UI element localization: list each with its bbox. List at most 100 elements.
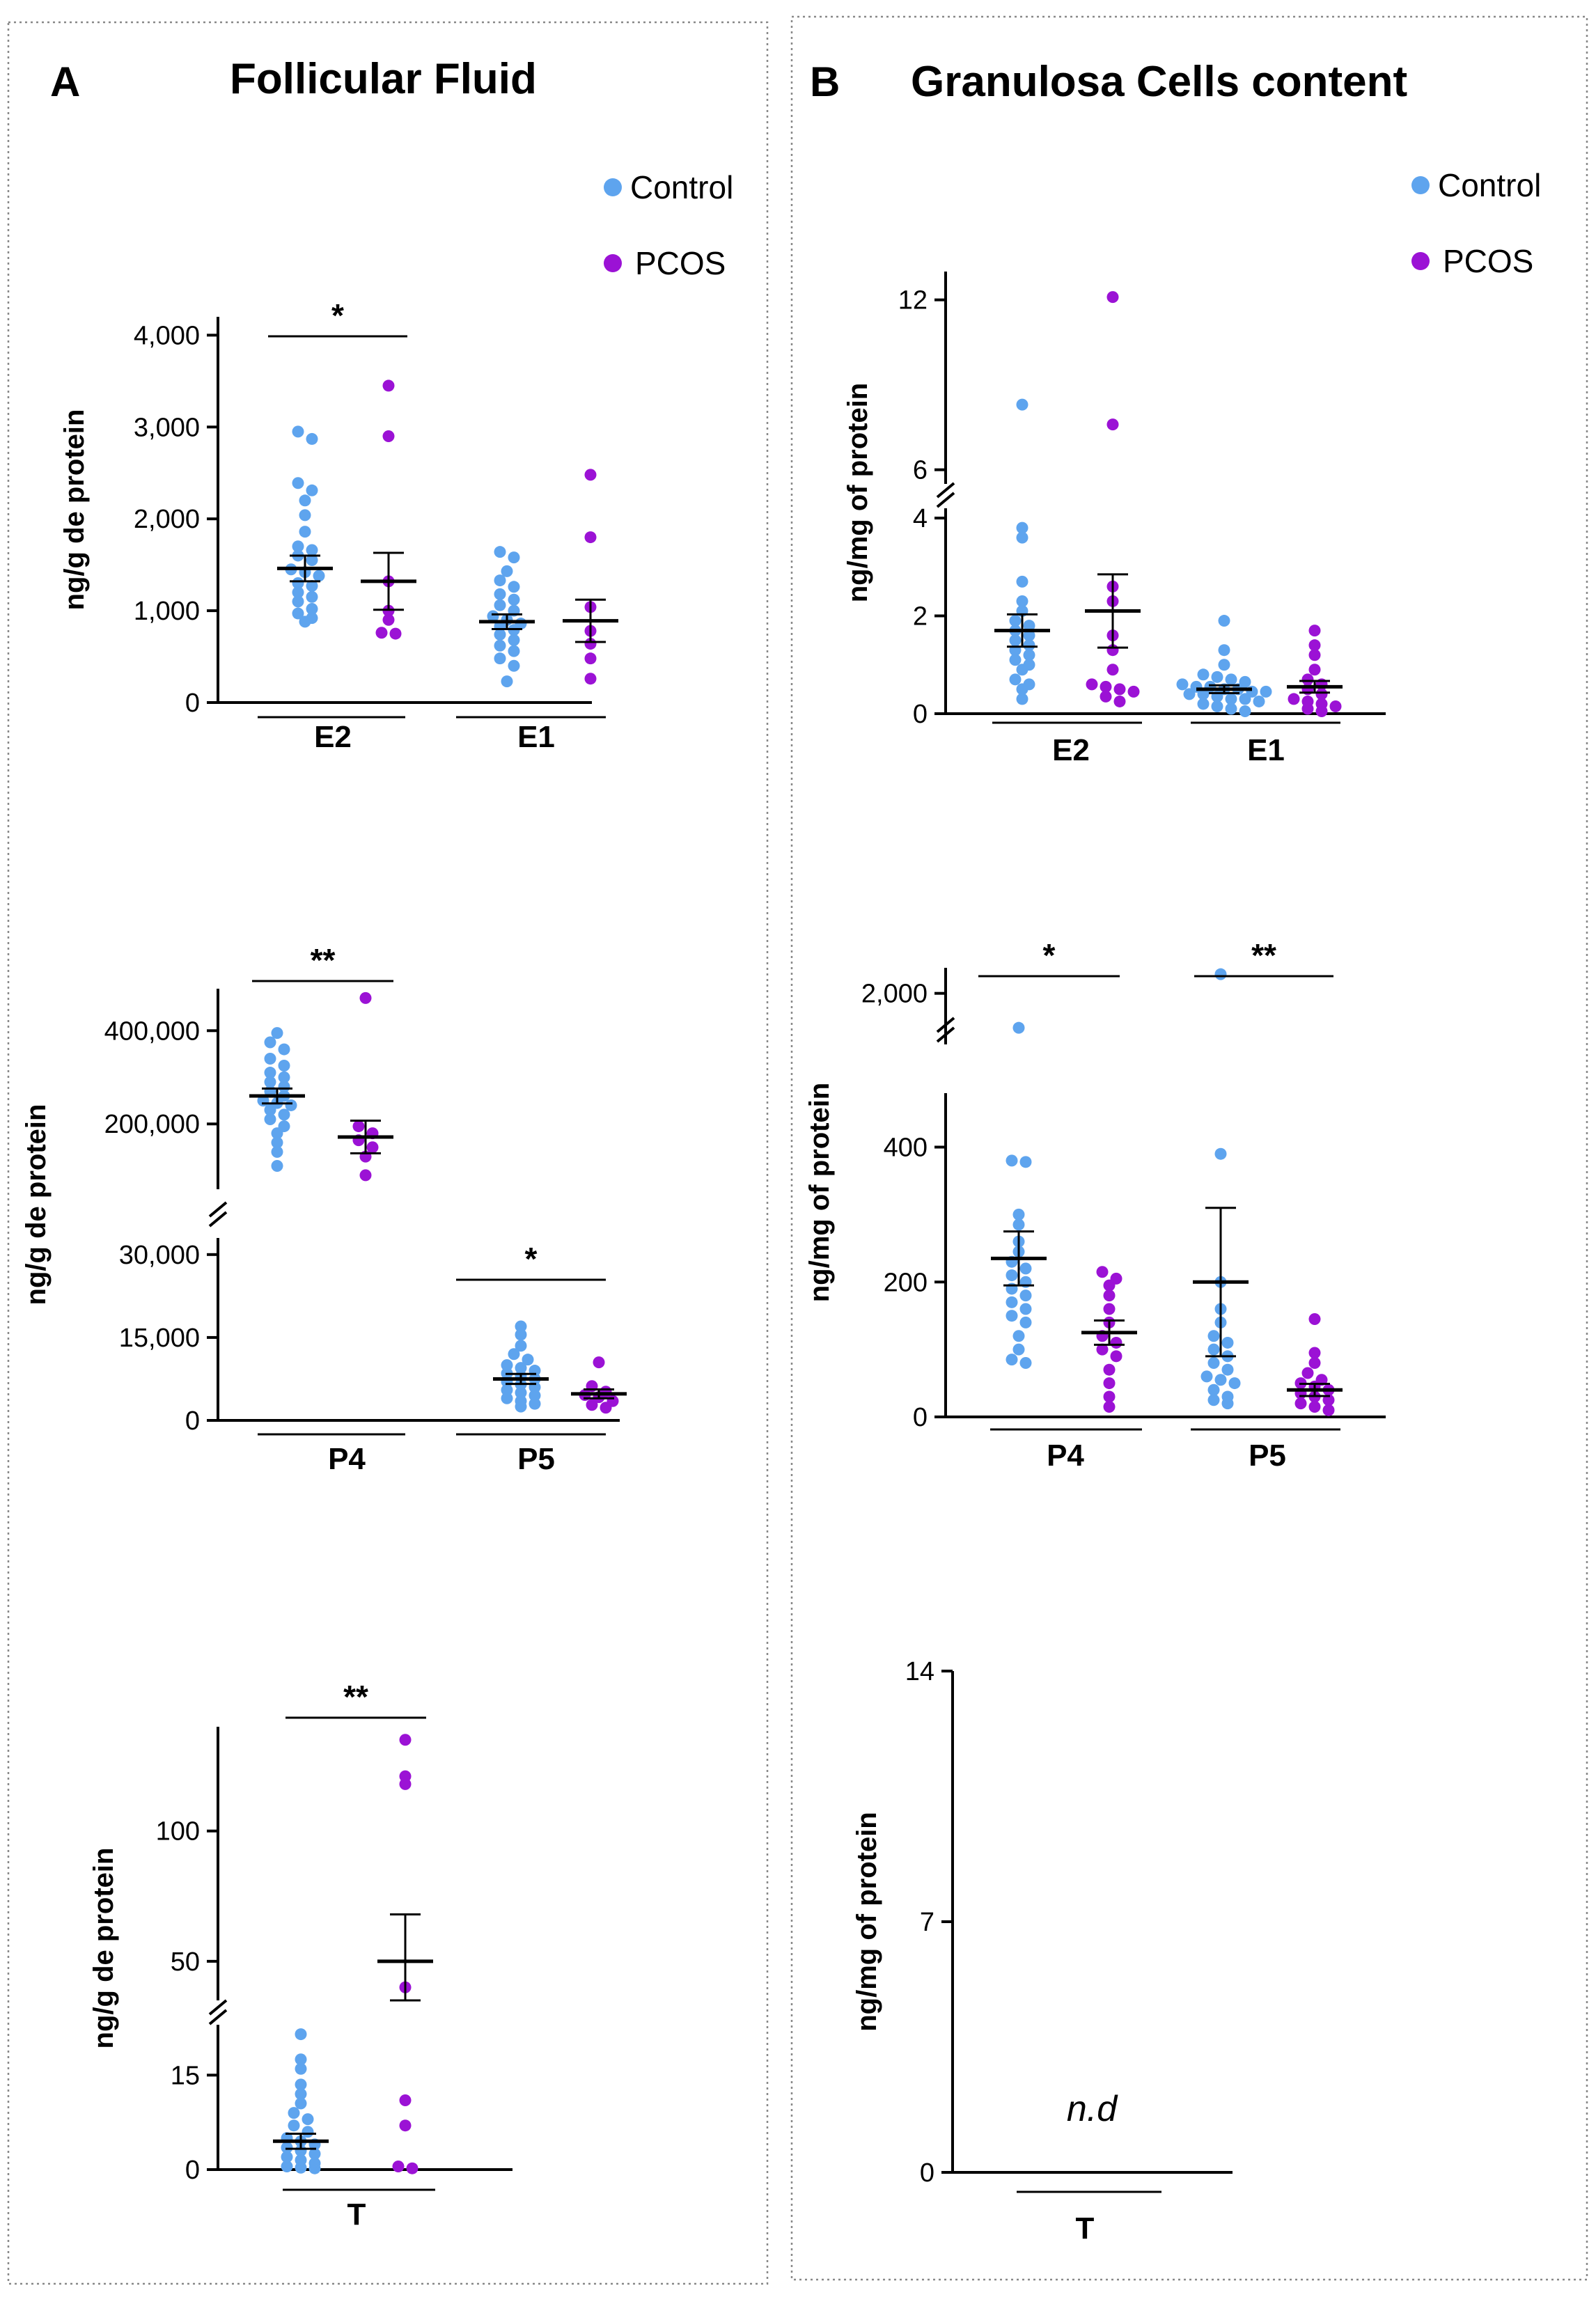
data-point bbox=[382, 379, 395, 392]
data-point bbox=[1301, 703, 1314, 715]
data-point bbox=[1006, 1296, 1018, 1308]
series-p5-pcos bbox=[571, 1356, 627, 1414]
significance-label: * bbox=[525, 1241, 538, 1277]
data-point bbox=[295, 2145, 307, 2157]
data-point bbox=[1207, 1343, 1220, 1356]
data-point bbox=[1012, 1021, 1025, 1034]
data-point bbox=[1006, 1354, 1018, 1366]
data-point bbox=[285, 1099, 297, 1111]
data-point bbox=[271, 1136, 283, 1149]
data-point bbox=[1110, 1336, 1122, 1349]
data-point bbox=[584, 469, 597, 481]
data-point bbox=[1253, 695, 1265, 707]
y-tick-label: 0 bbox=[913, 1403, 928, 1432]
data-point bbox=[313, 570, 325, 582]
data-point bbox=[494, 574, 506, 587]
y-axis-label: ng/g de protein bbox=[88, 1848, 119, 2049]
data-point bbox=[278, 1108, 290, 1121]
data-point bbox=[389, 627, 402, 640]
data-point bbox=[1019, 1262, 1032, 1275]
data-point bbox=[306, 554, 318, 567]
data-point bbox=[399, 1778, 412, 1790]
data-point bbox=[399, 2119, 412, 2132]
data-point bbox=[359, 1169, 372, 1182]
data-point bbox=[1214, 1374, 1227, 1386]
series-p5-control bbox=[493, 1320, 549, 1413]
data-point bbox=[515, 1328, 527, 1341]
data-point bbox=[494, 599, 506, 611]
data-point bbox=[1207, 1383, 1220, 1396]
series-e2-pcos bbox=[1085, 291, 1141, 707]
data-point bbox=[382, 430, 395, 442]
data-point bbox=[1288, 693, 1300, 705]
data-point bbox=[584, 638, 597, 650]
data-point bbox=[1016, 575, 1028, 588]
y-tick-label: 6 bbox=[913, 456, 928, 485]
axis-break-mark bbox=[208, 2009, 228, 2025]
data-point bbox=[1096, 1266, 1109, 1278]
data-point bbox=[508, 551, 520, 564]
data-point bbox=[1016, 693, 1028, 705]
data-point bbox=[406, 2162, 418, 2174]
data-point bbox=[308, 2147, 321, 2160]
data-point bbox=[515, 1386, 527, 1399]
data-point bbox=[1260, 685, 1272, 698]
axis-break-mark bbox=[208, 1201, 228, 1218]
data-point bbox=[584, 531, 597, 544]
data-point bbox=[529, 1397, 541, 1410]
data-point bbox=[1023, 629, 1035, 642]
data-point bbox=[1106, 418, 1119, 431]
data-point bbox=[1103, 1377, 1116, 1390]
data-point bbox=[1218, 659, 1230, 671]
chart-a3: 0 15 50 100 ng/g de protein T ** bbox=[88, 1679, 513, 2232]
data-point bbox=[1006, 1154, 1018, 1167]
data-point bbox=[288, 2119, 300, 2132]
data-point bbox=[281, 2141, 293, 2154]
legend-a: Control PCOS bbox=[604, 169, 733, 281]
data-point bbox=[1221, 1397, 1234, 1410]
series-t-pcos bbox=[377, 1734, 433, 2174]
y-tick-label: 15 bbox=[171, 2061, 200, 2090]
data-point bbox=[306, 432, 318, 445]
data-point bbox=[1308, 1347, 1321, 1359]
data-point bbox=[264, 1052, 276, 1065]
data-point bbox=[292, 607, 304, 620]
y-tick-label: 2 bbox=[913, 602, 928, 632]
legend-b-control-label: Control bbox=[1438, 167, 1541, 203]
data-point bbox=[1009, 615, 1022, 627]
y-tick-label: 30,000 bbox=[119, 1241, 200, 1270]
y-axis-label: ng/mg of protein bbox=[852, 1812, 882, 2032]
series-e1-pcos bbox=[1287, 625, 1343, 717]
data-point bbox=[295, 2062, 307, 2075]
data-point bbox=[375, 627, 388, 639]
y-tick-label: 200 bbox=[884, 1268, 928, 1297]
y-tick-label: 0 bbox=[185, 2156, 200, 2185]
data-point bbox=[264, 1076, 276, 1088]
data-point bbox=[278, 1043, 290, 1056]
data-point bbox=[1308, 664, 1321, 676]
data-point bbox=[1016, 664, 1028, 676]
data-point bbox=[295, 2053, 307, 2066]
series-p4-pcos bbox=[1081, 1266, 1137, 1413]
data-point bbox=[487, 610, 499, 622]
data-point bbox=[1012, 1218, 1025, 1231]
data-point bbox=[264, 1104, 276, 1116]
significance-label: ** bbox=[1251, 937, 1276, 973]
y-axis-label: ng/mg of protein bbox=[843, 383, 873, 603]
data-point bbox=[1207, 1394, 1220, 1406]
data-point bbox=[264, 1067, 276, 1079]
data-point bbox=[292, 586, 304, 599]
data-point bbox=[494, 652, 506, 665]
legend-b-pcos-label: PCOS bbox=[1443, 243, 1533, 279]
data-point bbox=[1239, 693, 1251, 705]
data-point bbox=[306, 544, 318, 556]
data-point bbox=[1012, 1330, 1025, 1342]
data-point bbox=[271, 1027, 283, 1040]
data-point bbox=[278, 1060, 290, 1072]
series-e1-control bbox=[1176, 615, 1272, 717]
legend-a-control-marker bbox=[604, 178, 622, 196]
y-tick-label: 400,000 bbox=[104, 1017, 200, 1046]
series-p4-control bbox=[249, 1027, 305, 1173]
data-point bbox=[1016, 531, 1028, 544]
